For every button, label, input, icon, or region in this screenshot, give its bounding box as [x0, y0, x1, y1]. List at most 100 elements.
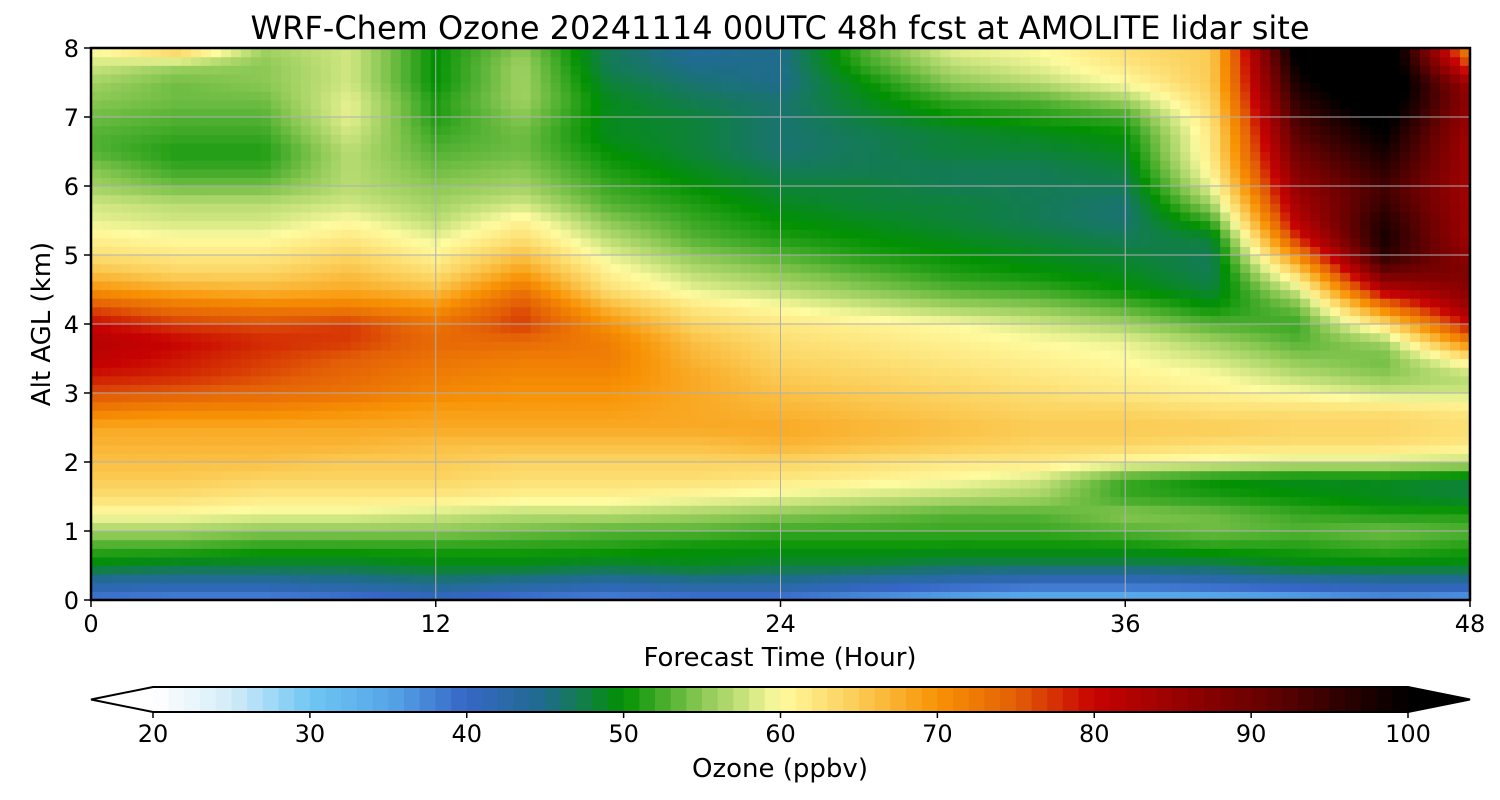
heatmap-cell [510, 358, 522, 368]
heatmap-cell [1460, 401, 1470, 411]
heatmap-cell [700, 427, 712, 437]
heatmap-cell [810, 453, 822, 463]
heatmap-cell [380, 453, 392, 463]
heatmap-cell [1430, 315, 1441, 325]
heatmap-cell [600, 522, 612, 532]
heatmap-cell [730, 582, 742, 592]
heatmap-cell [510, 487, 522, 498]
heatmap-cell [1440, 341, 1451, 351]
heatmap-cell [1140, 367, 1151, 377]
heatmap-cell [1310, 306, 1321, 316]
heatmap-cell [530, 479, 542, 489]
heatmap-cell [910, 298, 921, 308]
heatmap-cell [1310, 427, 1321, 437]
heatmap-cell [1460, 410, 1470, 420]
heatmap-cell [590, 341, 602, 351]
heatmap-cell [1420, 531, 1431, 541]
heatmap-cell [1420, 487, 1431, 498]
heatmap-cell [460, 591, 472, 600]
heatmap-cell [370, 315, 382, 325]
heatmap-cell [1260, 513, 1271, 523]
heatmap-cell [680, 453, 692, 463]
heatmap-cell [1350, 298, 1361, 308]
heatmap-cell [490, 427, 502, 437]
heatmap-cell [140, 574, 152, 584]
heatmap-cell [400, 531, 412, 541]
heatmap-cell [1030, 298, 1041, 308]
heatmap-cell [860, 513, 872, 523]
heatmap-cell [1160, 324, 1171, 334]
heatmap-cell [530, 574, 542, 584]
heatmap-cell [580, 384, 592, 394]
heatmap-cell [200, 522, 212, 532]
heatmap-cell [270, 298, 282, 308]
heatmap-cell [270, 332, 282, 342]
heatmap-cell [140, 384, 152, 394]
heatmap-cell [300, 522, 312, 532]
heatmap-cell [680, 418, 692, 429]
heatmap-cell [1110, 375, 1121, 385]
heatmap-cell [1170, 505, 1181, 515]
heatmap-cell [940, 453, 951, 463]
heatmap-cell [240, 591, 252, 600]
heatmap-cell [270, 582, 282, 592]
heatmap-cell [500, 462, 512, 472]
heatmap-cell [350, 410, 362, 420]
heatmap-cell [1300, 427, 1311, 437]
heatmap-cell [730, 470, 742, 480]
heatmap-cell [1410, 358, 1421, 368]
heatmap-cell [390, 496, 402, 506]
heatmap-cell [450, 375, 462, 385]
heatmap-cell [880, 306, 892, 316]
heatmap-cell [1290, 582, 1301, 592]
heatmap-cell [450, 444, 462, 454]
heatmap-cell [660, 418, 672, 429]
heatmap-cell [780, 479, 792, 489]
heatmap-cell [250, 531, 262, 541]
heatmap-cell [1240, 505, 1251, 515]
heatmap-cell [190, 427, 202, 437]
heatmap-cell [230, 349, 242, 360]
heatmap-cell [710, 349, 722, 360]
heatmap-cell [530, 306, 542, 316]
heatmap-cell [180, 462, 192, 472]
heatmap-cell [1150, 470, 1161, 480]
heatmap-cell [1050, 410, 1061, 420]
heatmap-cell [1160, 444, 1171, 454]
heatmap-cell [190, 410, 202, 420]
heatmap-cell [200, 531, 212, 541]
heatmap-cell [1440, 565, 1451, 575]
heatmap-cell [540, 513, 552, 523]
heatmap-cell [250, 306, 262, 316]
heatmap-cell [1240, 393, 1251, 403]
heatmap-cell [160, 591, 172, 600]
heatmap-cell [650, 436, 662, 446]
heatmap-cell [260, 548, 272, 558]
heatmap-cell [970, 522, 981, 532]
heatmap-cell [960, 565, 971, 575]
heatmap-cell [260, 436, 272, 446]
heatmap-cell [210, 444, 222, 454]
heatmap-cell [1360, 479, 1371, 489]
heatmap-cell [930, 393, 941, 403]
heatmap-cell [1240, 384, 1251, 394]
heatmap-cell [1180, 505, 1191, 515]
heatmap-cell [890, 556, 902, 567]
heatmap-cell [1030, 367, 1041, 377]
heatmap-cell [100, 539, 112, 549]
heatmap-cell [300, 436, 312, 446]
heatmap-cell [540, 470, 552, 480]
heatmap-cell [390, 436, 402, 446]
heatmap-cell [1400, 505, 1411, 515]
heatmap-cell [1110, 306, 1121, 316]
heatmap-cell [1330, 289, 1341, 299]
heatmap-cell [1240, 315, 1251, 325]
heatmap-cell [980, 539, 991, 549]
heatmap-cell [610, 582, 622, 592]
heatmap-cell [780, 539, 792, 549]
heatmap-cell [1460, 591, 1470, 600]
heatmap-cell [610, 548, 622, 558]
heatmap-cell [830, 522, 842, 532]
heatmap-cell [990, 349, 1001, 360]
heatmap-cell [310, 375, 322, 385]
